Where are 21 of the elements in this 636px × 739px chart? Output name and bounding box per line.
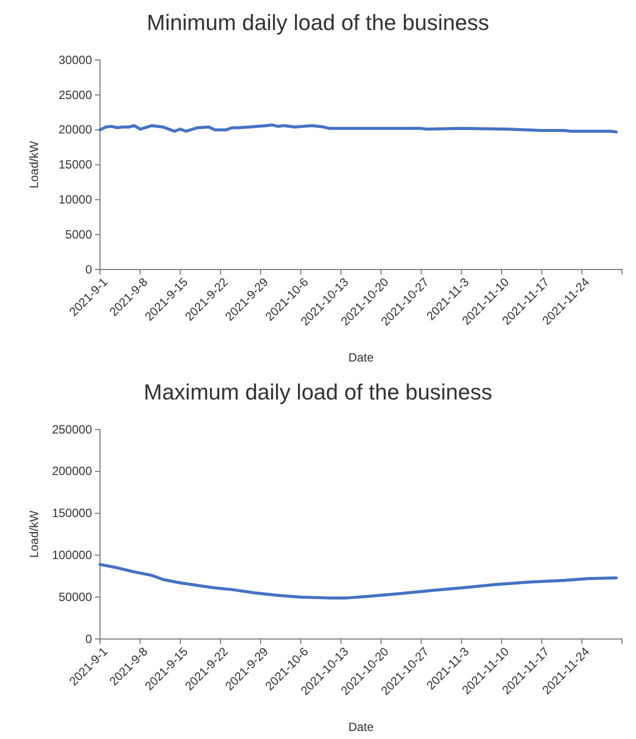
y-tick-label: 250000 [52,422,92,436]
y-tick-label: 20000 [58,122,92,137]
chart-title: Minimum daily load of the business [146,10,490,35]
x-axis-title: Date [348,720,374,734]
y-tick-label: 0 [85,632,92,646]
y-tick-label: 5000 [65,227,92,242]
line-series [98,123,618,134]
y-tick-label: 200000 [52,464,92,478]
y-tick-label: 10000 [58,192,92,207]
chart-title: Maximum daily load of the business [144,380,492,404]
y-tick-label: 30000 [58,52,92,67]
y-tick-label: 100000 [52,548,92,562]
y-tick-label: 15000 [58,158,92,172]
y-tick-label: 50000 [58,590,92,604]
y-tick-label: 25000 [58,88,92,102]
y-tick-label: 0 [85,262,92,276]
y-tick-label: 150000 [52,506,92,520]
y-axis-title: Load/kW [27,510,41,558]
x-axis-title: Date [348,350,374,364]
y-axis-title: Load/kW [27,140,41,188]
line-series [98,562,618,600]
